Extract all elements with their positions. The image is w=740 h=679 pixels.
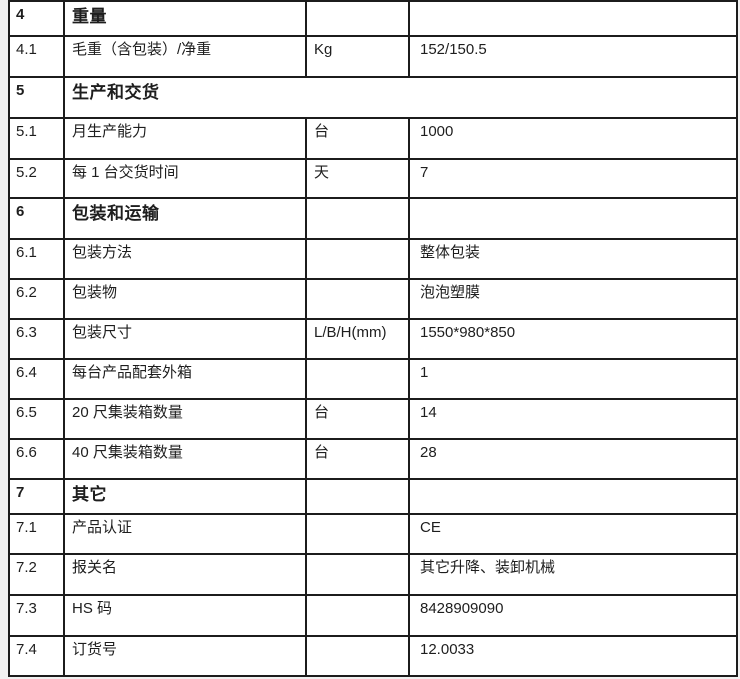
row-unit [305,278,410,320]
row-label: HS 码 [63,594,307,637]
section-row: 5 生产和交货 [8,76,738,119]
table-row: 6.4 每台产品配套外箱 1 [8,358,738,400]
table-row: 5.1 月生产能力台 1000 [8,117,738,160]
row-unit [305,358,410,400]
row-label: 生产和交货 [63,76,738,119]
table-row: 6.2 包装物 泡泡塑膜 [8,278,738,320]
row-unit [305,594,410,637]
row-value: 1 [408,358,738,400]
row-unit [305,635,410,677]
row-label: 订货号 [63,635,307,677]
row-unit: 台 [305,438,410,480]
table-row: 6.1 包装方法 整体包装 [8,238,738,280]
spec-table: 4 重量 4.1 毛重（含包装）/净重 Kg 152/150.5 5 生产和交货 5.1 月生产能… [8,0,738,677]
row-unit [305,513,410,555]
section-row: 6 包装和运输 [8,197,738,240]
row-number: 6.3 [8,318,65,360]
row-unit: Kg [305,35,410,78]
row-number: 5.1 [8,117,65,160]
row-label: 包装方法 [63,238,307,280]
section-row: 7 其它 [8,478,738,515]
row-value: 整体包装 [408,238,738,280]
row-label: 月生产能力 [63,117,307,160]
row-value: 8428909090 [408,594,738,637]
row-unit: 台 [305,117,410,160]
row-number: 5.2 [8,158,65,199]
row-unit [305,0,410,37]
row-label: 每 1 台交货时间 [63,158,307,199]
row-number: 6.6 [8,438,65,480]
row-value: 28 [408,438,738,480]
row-number: 7.2 [8,553,65,596]
row-label: 包装尺寸 [63,318,307,360]
table-row: 6.6 40 尺集装箱数量台 28 [8,438,738,480]
row-label: 每台产品配套外箱 [63,358,307,400]
row-unit: 天 [305,158,410,199]
row-value [408,0,738,37]
table-row: 7.2 报关名 其它升降、装卸机械 [8,553,738,596]
spec-table-body: 4 重量 4.1 毛重（含包装）/净重 Kg 152/150.5 5 生产和交货 5.1 月生产能… [8,0,738,677]
row-value [408,197,738,240]
table-row: 7.4 订货号 12.0033 [8,635,738,677]
table-row: 6.3 包装尺寸 L/B/H(mm) 1550*980*850 [8,318,738,360]
row-value: CE [408,513,738,555]
row-value: 14 [408,398,738,440]
row-value: 7 [408,158,738,199]
row-number: 7 [8,478,65,515]
row-number: 6.1 [8,238,65,280]
row-label: 其它 [63,478,307,515]
row-label: 报关名 [63,553,307,596]
table-row: 5.2 每 1 台交货时间天 7 [8,158,738,199]
row-value: 1550*980*850 [408,318,738,360]
table-row: 7.3 HS 码 8428909090 [8,594,738,637]
row-unit: L/B/H(mm) [305,318,410,360]
row-unit [305,197,410,240]
row-label: 毛重（含包装）/净重 [63,35,307,78]
row-label: 20 尺集装箱数量 [63,398,307,440]
row-number: 7.3 [8,594,65,637]
row-number: 7.1 [8,513,65,555]
table-row: 6.5 20 尺集装箱数量台 14 [8,398,738,440]
row-number: 7.4 [8,635,65,677]
row-unit [305,553,410,596]
row-label: 40 尺集装箱数量 [63,438,307,480]
row-unit [305,478,410,515]
row-value: 12.0033 [408,635,738,677]
row-number: 6.5 [8,398,65,440]
row-number: 5 [8,76,65,119]
row-value [408,478,738,515]
row-number: 4 [8,0,65,37]
row-label: 包装物 [63,278,307,320]
row-value: 泡泡塑膜 [408,278,738,320]
row-value: 其它升降、装卸机械 [408,553,738,596]
row-number: 4.1 [8,35,65,78]
row-label: 重量 [63,0,307,37]
table-row: 4.1 毛重（含包装）/净重 Kg 152/150.5 [8,35,738,78]
row-number: 6 [8,197,65,240]
section-row: 4 重量 [8,0,738,37]
row-unit [305,238,410,280]
row-value: 1000 [408,117,738,160]
row-label: 产品认证 [63,513,307,555]
row-label: 包装和运输 [63,197,307,240]
row-number: 6.4 [8,358,65,400]
table-row: 7.1 产品认证 CE [8,513,738,555]
row-number: 6.2 [8,278,65,320]
row-value: 152/150.5 [408,35,738,78]
row-unit: 台 [305,398,410,440]
